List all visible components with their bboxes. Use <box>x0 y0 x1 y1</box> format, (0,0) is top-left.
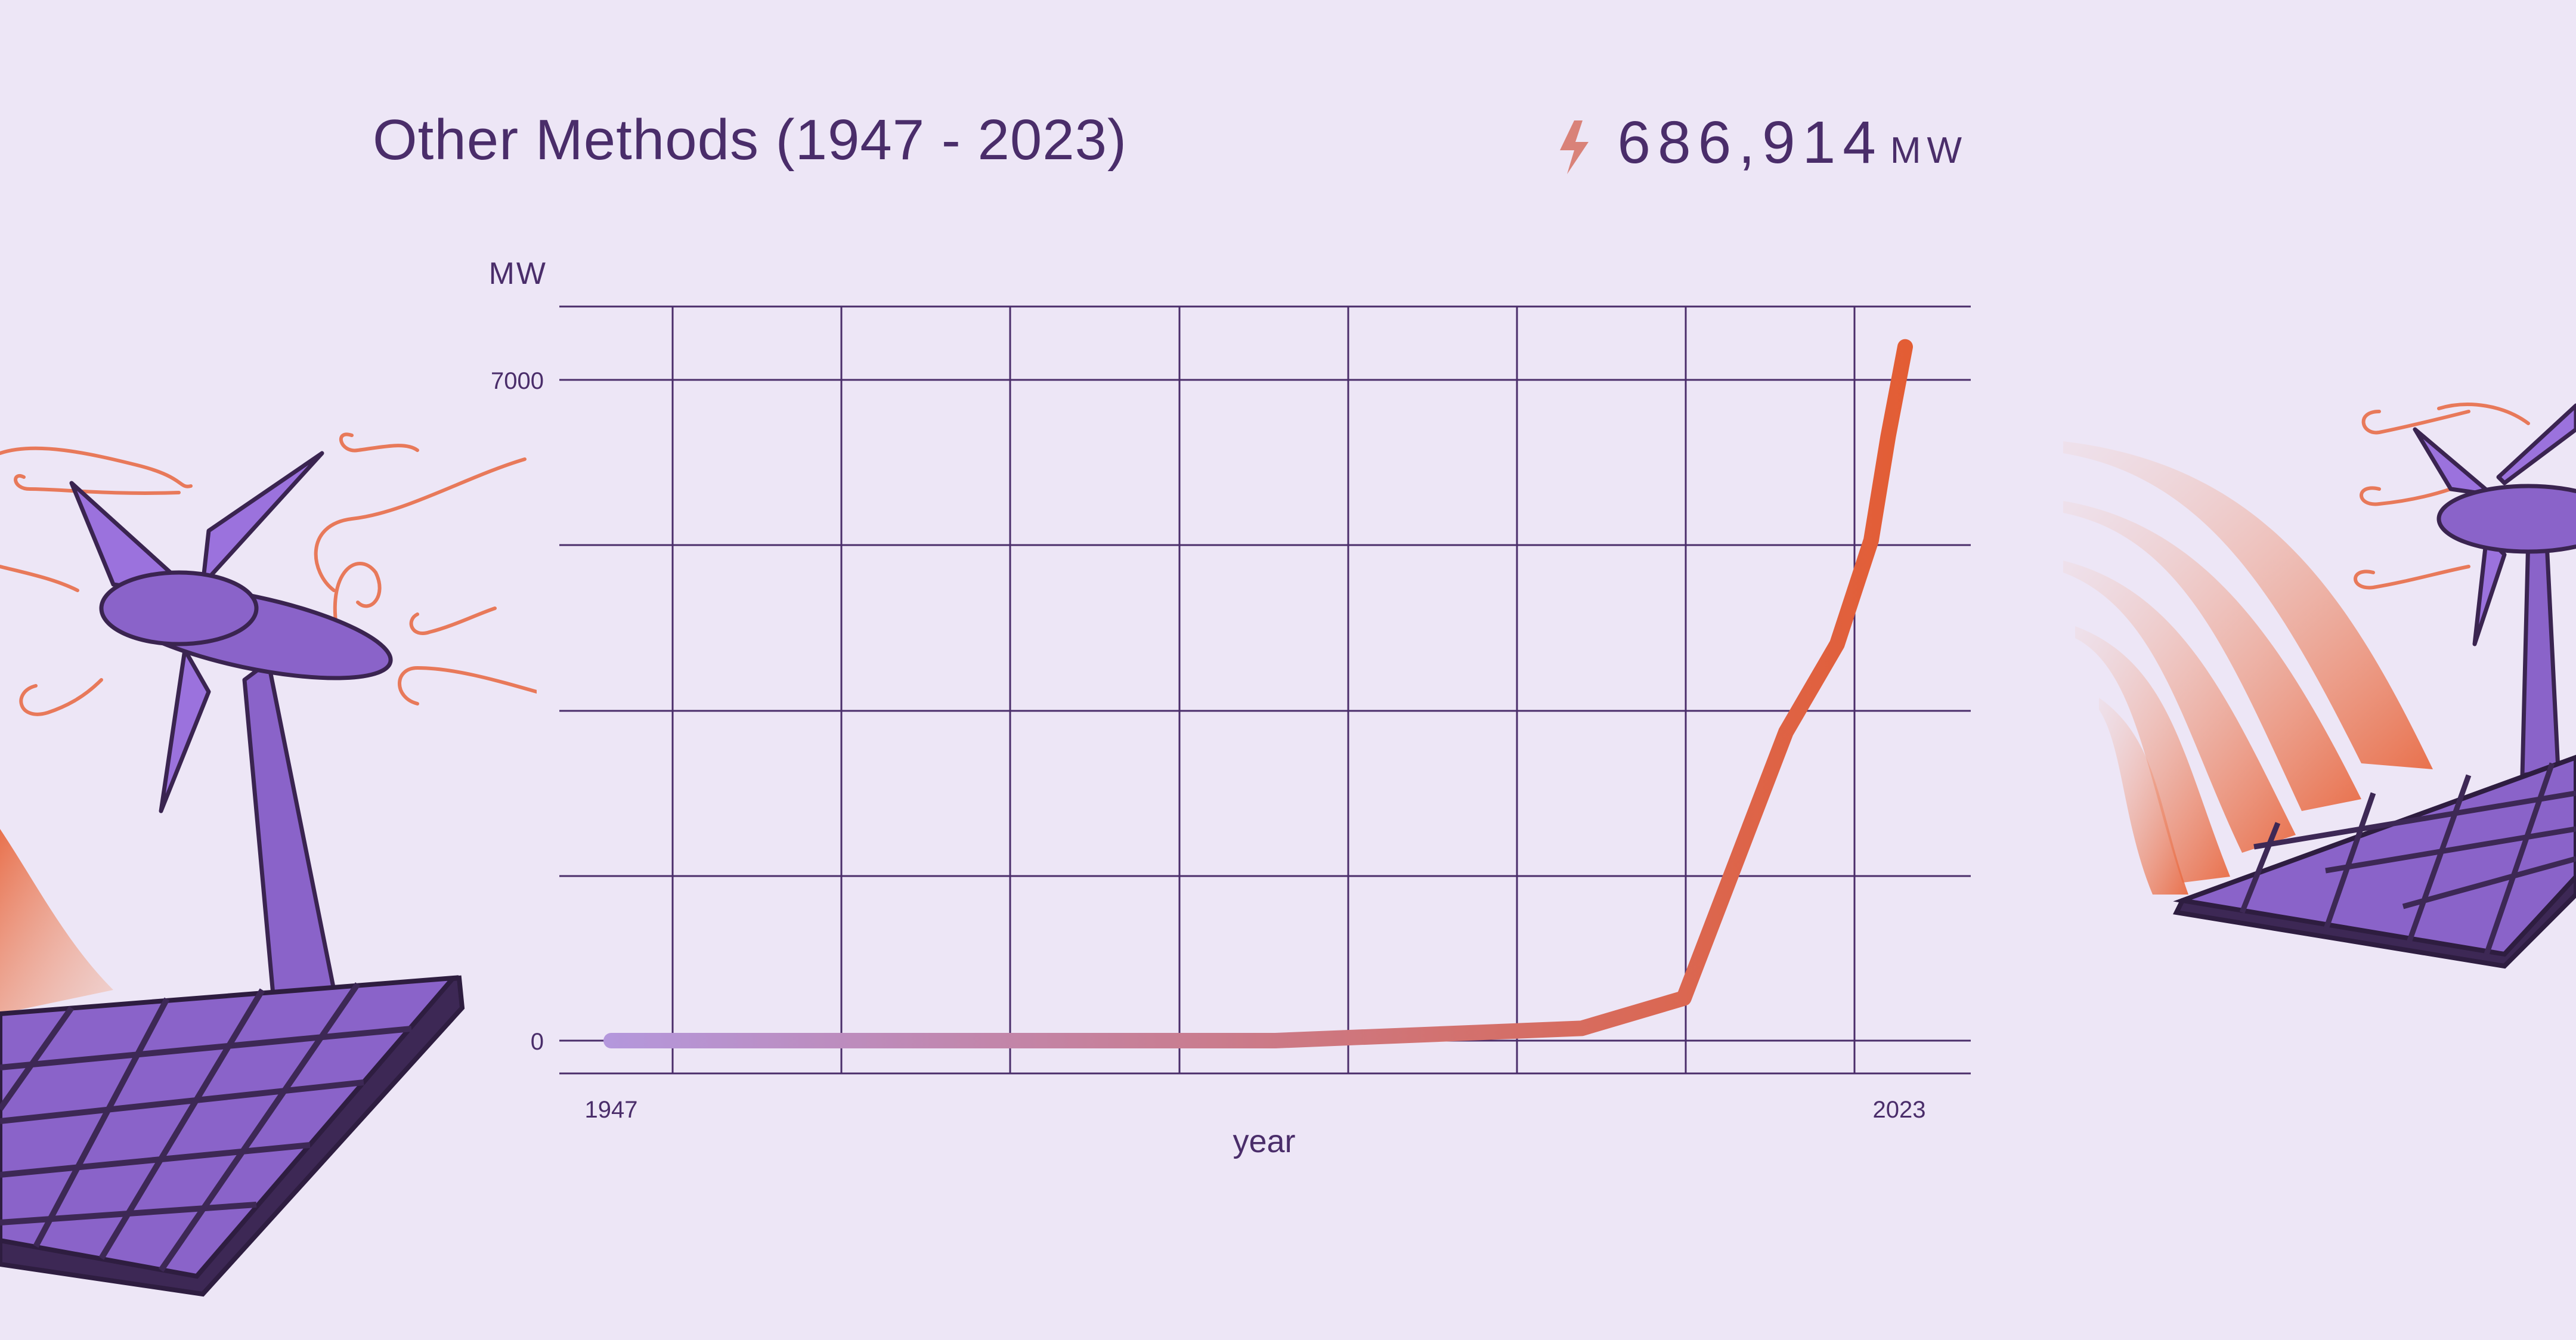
wind-turbine <box>69 451 393 1010</box>
lightning-bolt-icon <box>1560 120 1589 174</box>
total-unit: MW <box>1890 130 1968 171</box>
y-axis-label: MW <box>489 256 547 291</box>
solar-panel <box>2172 754 2576 969</box>
solar-panel <box>0 975 465 1297</box>
y-tick-label: 7000 <box>491 368 544 394</box>
x-tick-label: 1947 <box>585 1097 638 1123</box>
wind-swirls <box>0 432 537 716</box>
y-tick-label: 0 <box>531 1029 544 1055</box>
heat-wave-shape <box>2063 441 2433 895</box>
page-title: Other Methods (1947 - 2023) <box>373 108 1128 172</box>
left-illustration <box>0 432 537 1297</box>
wind-turbine <box>2413 403 2576 778</box>
tick-labels: 0 7000 1947 2023 <box>491 368 1925 1123</box>
x-axis-label: year <box>1233 1124 1295 1159</box>
total-value: 686,914 <box>1617 109 1883 176</box>
series-line <box>603 339 1913 1048</box>
series-group <box>603 339 1913 1048</box>
wind-swirls <box>2354 403 2530 590</box>
heat-wave-shape <box>0 829 113 1014</box>
grid-lines <box>559 305 1971 1075</box>
axis-labels: MW year <box>489 256 1296 1159</box>
total-capacity: 686,914 MW <box>1556 109 1968 186</box>
x-tick-label: 2023 <box>1873 1097 1926 1123</box>
